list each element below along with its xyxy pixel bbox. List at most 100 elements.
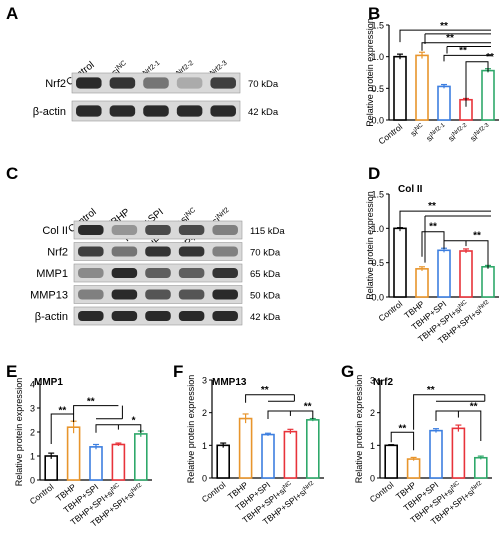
blot-band [78,246,104,257]
blot-band [109,77,136,89]
y-tick-label: 1.5 [371,190,384,200]
blot-row-label: MMP13 [30,290,68,302]
blot-band [78,224,104,236]
significance-label: ** [59,405,67,416]
blot-row-label: β-actin [35,311,68,323]
panel-label-a: A [6,4,19,23]
significance-bracket [245,394,295,403]
blot-band [145,246,171,257]
significance-bracket [390,431,415,451]
chart-title: Nrf2 [373,377,393,388]
y-tick-label: 0 [370,474,375,484]
blot-band [78,267,104,279]
panel-label-f: F [173,362,184,381]
blot-band [212,224,238,236]
blot-band [176,105,203,117]
y-axis-label: Relative protein expression [14,378,24,487]
blot-band [78,289,104,300]
y-tick-label: 1 [370,441,375,451]
blot-band [210,105,236,117]
blot-band [178,246,205,257]
significance-label: ** [399,423,407,434]
y-tick-label: 0.0 [371,293,384,303]
significance-label: ** [427,385,435,396]
blot-row-label: β-actin [33,106,66,118]
significance-label: ** [440,21,448,32]
panel-label-e: E [6,362,18,381]
significance-bracket [399,210,491,232]
significance-label: ** [304,401,312,412]
y-tick-label: 3 [202,376,207,386]
blot-band [212,289,238,300]
blot-band [109,105,136,117]
blot-row-label: Col II [42,225,68,237]
y-tick-label: 3 [30,404,35,414]
y-tick-label: 1 [202,441,207,451]
y-tick-label: 3 [370,376,375,386]
significance-label: ** [470,401,478,412]
bar [429,429,443,479]
blot-band [111,310,138,322]
bar [473,456,488,479]
blot-band [111,267,138,279]
blot-band [145,267,171,279]
y-axis-label: Relative protein expression [365,18,375,127]
blot-band [178,224,205,236]
significance-label: ** [486,52,494,63]
blot-band [111,246,138,257]
blot-kda-label: 70 kDa [248,79,279,90]
significance-bracket [421,42,491,51]
blot-band [178,289,205,300]
blot-band [176,77,203,89]
significance-label: ** [87,396,95,407]
significance-bracket [413,394,485,430]
significance-label: ** [261,385,269,396]
significance-bracket [465,61,489,107]
y-tick-label: 1 [30,452,35,462]
significance-label: ** [446,33,454,44]
panel-label-b: B [368,4,381,23]
blot-band [143,105,169,117]
y-tick-label: 0.5 [371,258,384,268]
significance-bracket [443,54,491,62]
significance-label: ** [428,201,436,212]
significance-bracket [73,405,119,414]
bar [384,444,399,479]
panel-label-c: C [6,164,19,183]
chart-title: MMP13 [212,377,247,388]
significance-label: ** [459,46,467,57]
blot-band [212,310,238,322]
blot-row-label: MMP1 [36,268,68,280]
y-axis-label: Relative protein expression [365,191,375,300]
blot-band [78,310,104,322]
bar [406,458,421,479]
chart-title: Col II [398,184,423,195]
x-tick-label: siNC [408,121,426,138]
significance-bracket [399,29,491,43]
y-axis-label: Relative protein expression [354,375,364,484]
blot-band [76,77,102,89]
significance-label: ** [429,222,437,233]
blot-kda-label: 115 kDa [250,226,285,237]
blot-row-label: Nrf2 [45,78,66,90]
blot-kda-label: 42 kDa [250,312,281,323]
blot-band [212,246,238,257]
y-tick-label: 2 [370,408,375,418]
blot-kda-label: 42 kDa [248,107,279,118]
significance-bracket [421,231,445,257]
blot-kda-label: 50 kDa [250,291,281,302]
significance-label: * [132,416,136,427]
y-tick-label: 0.5 [371,84,384,94]
blot-band [145,310,171,322]
y-tick-label: 1.5 [371,21,384,31]
blot-band [111,289,138,300]
y-tick-label: 2 [30,428,35,438]
blot-band [145,289,171,300]
